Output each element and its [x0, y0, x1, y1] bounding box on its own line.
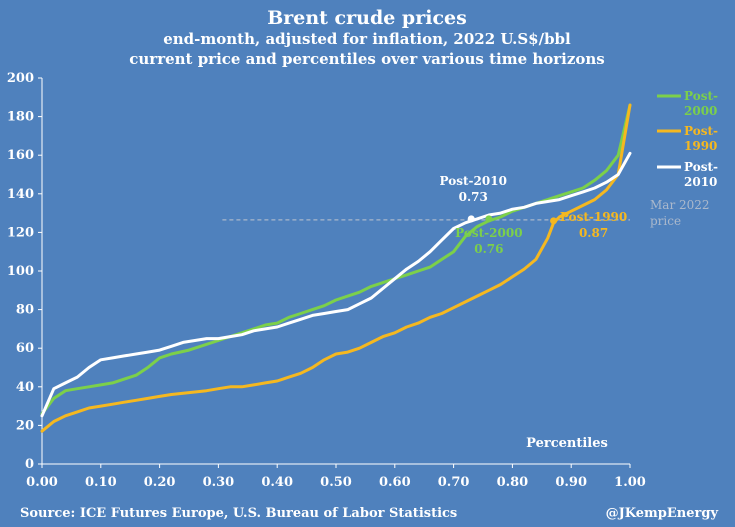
- x-tick-label: 0.20: [144, 475, 176, 490]
- legend-label-post-2000: 2000: [684, 104, 717, 118]
- x-tick-label: 0.70: [438, 475, 470, 490]
- source-note: Source: ICE Futures Europe, U.S. Bureau …: [20, 506, 457, 521]
- x-tick-label: 0.50: [320, 475, 352, 490]
- legend-label-post-1990: Post-: [684, 124, 718, 138]
- y-tick-label: 140: [7, 187, 34, 202]
- reference-line-label: Mar 2022: [650, 198, 710, 212]
- author-handle: @JKempEnergy: [606, 506, 719, 521]
- x-tick-label: 0.60: [379, 475, 411, 490]
- x-axis-label: Percentiles: [526, 436, 608, 451]
- annotation-label-post-2010: Post-2010: [440, 174, 507, 188]
- series-line-post-2010: [40, 151, 632, 418]
- y-tick-label: 100: [7, 264, 34, 279]
- chart-title: Brent crude prices: [267, 7, 467, 29]
- y-tick-label: 180: [7, 110, 34, 125]
- legend-label-post-1990: 1990: [684, 139, 717, 153]
- series-line-post-2000: [40, 103, 632, 416]
- chart-subtitle-line-1: end-month, adjusted for inflation, 2022 …: [163, 30, 571, 48]
- x-tick-label: 0.00: [26, 475, 58, 490]
- x-tick-label: 0.40: [261, 475, 293, 490]
- y-tick-label: 200: [7, 71, 34, 86]
- y-tick-labels: 0 20 40 60 80 100 120 140 160 180 200: [7, 71, 42, 472]
- x-tick-label: 1.00: [614, 475, 646, 490]
- reference-line-group: Mar 2022 price: [222, 198, 710, 228]
- annotation-marker-post-2010: [467, 215, 475, 223]
- annotation-marker-post-1990: [550, 217, 558, 225]
- x-tick-label: 0.10: [85, 475, 117, 490]
- y-tick-label: 0: [25, 457, 34, 472]
- x-tick-label: 0.80: [497, 475, 529, 490]
- x-tick-labels: 0.00 0.10 0.20 0.30 0.40 0.50 0.60 0.70 0.80 0.90…: [26, 464, 646, 490]
- reference-line-label: price: [650, 214, 681, 228]
- annotation-marker-post-2000: [485, 215, 493, 223]
- y-tick-label: 60: [16, 341, 34, 356]
- annotation-label-post-2000: 0.76: [474, 242, 503, 256]
- annotation-label-post-1990: Post-1990: [560, 210, 627, 224]
- annotations: Post-2010 0.73 Post-2000 0.76 Post-1990 0.87: [440, 174, 628, 256]
- annotation-label-post-2010: 0.73: [459, 190, 488, 204]
- chart-subtitle-line-2: current price and percentiles over vario…: [129, 50, 604, 68]
- legend-label-post-2000: Post-: [684, 89, 718, 103]
- annotation-label-post-1990: 0.87: [579, 226, 608, 240]
- x-tick-label: 0.90: [555, 475, 587, 490]
- y-tick-label: 80: [16, 303, 34, 318]
- legend-label-post-2010: Post-: [684, 160, 718, 174]
- y-tick-label: 120: [7, 225, 34, 240]
- x-tick-label: 0.30: [203, 475, 235, 490]
- y-tick-label: 40: [16, 380, 34, 395]
- series-line-post-1990: [40, 103, 632, 433]
- series-lines: [40, 103, 632, 433]
- legend-label-post-2010: 2010: [684, 175, 717, 189]
- y-tick-label: 20: [16, 418, 34, 433]
- annotation-label-post-2000: Post-2000: [455, 226, 522, 240]
- y-tick-label: 160: [7, 148, 34, 163]
